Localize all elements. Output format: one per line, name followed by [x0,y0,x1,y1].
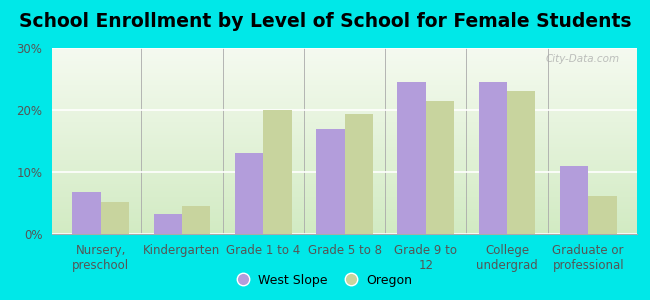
Bar [101,202,129,234]
Text: City-Data.com: City-Data.com [545,54,619,64]
Bar [344,114,373,234]
Bar [507,92,536,234]
Bar [235,153,263,234]
Bar [426,101,454,234]
Bar [560,166,588,234]
Text: School Enrollment by Level of School for Female Students: School Enrollment by Level of School for… [19,12,631,31]
Bar [153,214,182,234]
Bar [72,192,101,234]
Bar [316,129,344,234]
Legend: West Slope, Oregon: West Slope, Oregon [234,270,416,291]
Bar [588,196,617,234]
Bar [478,82,507,234]
Bar [182,206,211,234]
Bar [397,82,426,234]
Bar [263,110,292,234]
